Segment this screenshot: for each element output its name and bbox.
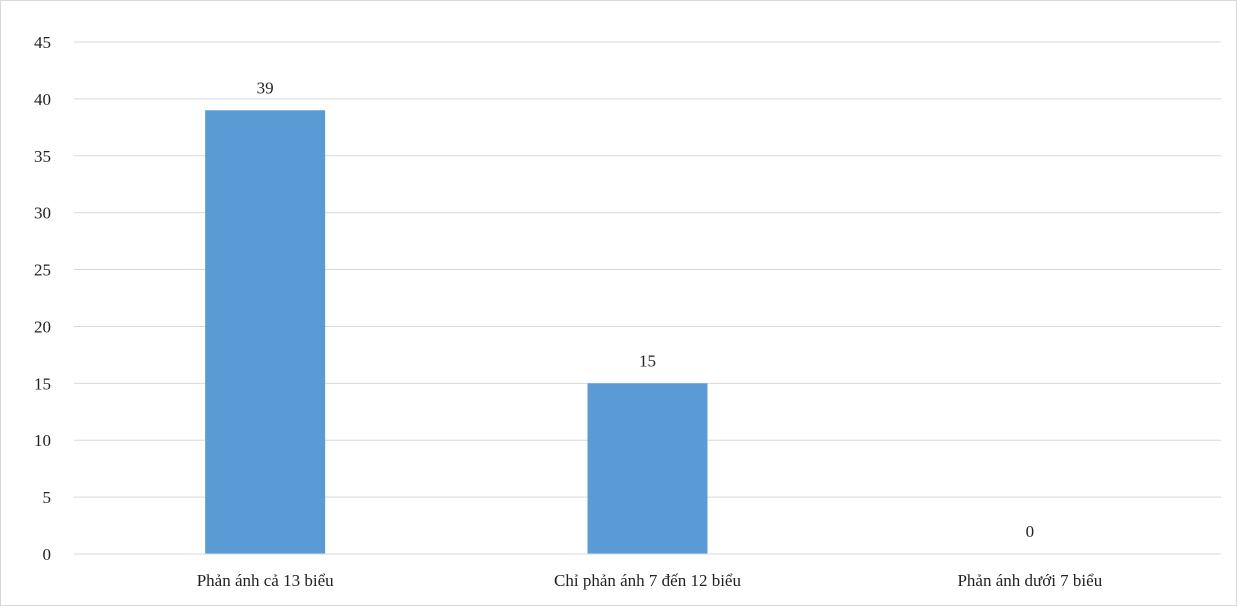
- y-tick-label-20: 20: [34, 317, 51, 336]
- y-tick-label-10: 10: [34, 431, 51, 450]
- y-tick-label-15: 15: [34, 374, 51, 393]
- y-tick-label-30: 30: [34, 204, 51, 223]
- y-tick-label-40: 40: [34, 90, 51, 109]
- y-tick-label-35: 35: [34, 147, 51, 166]
- x-category-label-1: Phản ánh cả 13 biểu: [197, 571, 334, 590]
- y-tick-label-25: 25: [34, 261, 51, 280]
- x-category-label-3: Phản ánh dưới 7 biểu: [957, 571, 1102, 590]
- bar-2: [587, 383, 708, 554]
- x-category-label-2: Chỉ phản ánh 7 đến 12 biểu: [554, 571, 741, 590]
- y-axis-tick-labels: 0 5 10 15 20 25 30 35 40 45: [34, 33, 51, 564]
- data-labels: 39 15 0: [257, 78, 1034, 541]
- bar-1: [205, 110, 326, 555]
- y-tick-label-5: 5: [43, 488, 52, 507]
- bars: [205, 110, 708, 555]
- data-label-2: 15: [639, 351, 656, 370]
- data-label-3: 0: [1026, 522, 1035, 541]
- data-label-1: 39: [257, 78, 274, 97]
- x-axis-category-labels: Phản ánh cả 13 biểu Chỉ phản ánh 7 đến 12…: [197, 571, 1103, 590]
- y-tick-label-0: 0: [43, 545, 52, 564]
- y-tick-label-45: 45: [34, 33, 51, 52]
